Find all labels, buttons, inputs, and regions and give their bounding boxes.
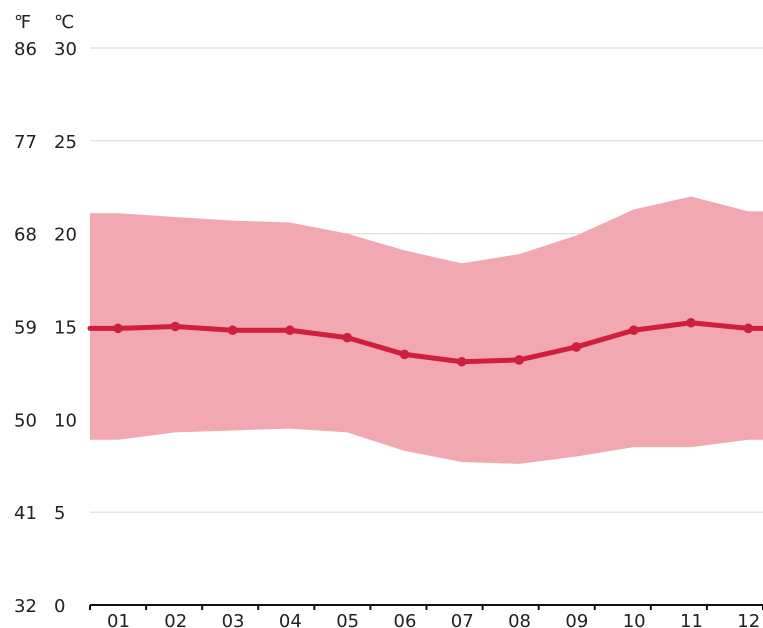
x-tick-label-05: 05 xyxy=(336,611,359,628)
y-tick-label-celsius-0: 0 xyxy=(54,596,65,617)
y-tick-label-celsius-20: 20 xyxy=(54,225,77,246)
temperature-point-09 xyxy=(571,342,582,352)
y-labels-layer: 86 30 77 25 68 20 59 15 50 10 41 5 32 0 xyxy=(14,39,77,617)
x-tick-label-12: 12 xyxy=(737,611,760,628)
y-tick-label-fahrenheit-32: 32 xyxy=(14,596,37,617)
y-tick-label-fahrenheit-86: 86 xyxy=(14,39,37,60)
y-tick-label-celsius-5: 5 xyxy=(54,503,65,524)
x-tick-label-09: 09 xyxy=(565,611,588,628)
y-tick-label-celsius-15: 15 xyxy=(54,318,77,339)
x-tick-label-11: 11 xyxy=(680,611,703,628)
axis-layer xyxy=(89,604,763,610)
temperature-point-03 xyxy=(227,325,238,336)
y-tick-label-fahrenheit-50: 50 xyxy=(14,410,37,431)
x-tick-label-03: 03 xyxy=(222,611,245,628)
fahrenheit-unit-label: ℉ xyxy=(14,12,31,33)
y-tick-label-celsius-25: 25 xyxy=(54,132,77,153)
temperature-range-layer xyxy=(90,196,763,464)
x-tick-label-02: 02 xyxy=(164,611,187,628)
y-tick-label-fahrenheit-41: 41 xyxy=(14,503,37,524)
temperature-point-04 xyxy=(285,325,295,336)
x-tick-label-07: 07 xyxy=(451,611,474,628)
temperature-point-10 xyxy=(628,325,639,336)
y-tick-label-celsius-10: 10 xyxy=(54,410,77,431)
temperature-line xyxy=(87,320,763,365)
temperature-points-layer xyxy=(113,317,754,367)
temperature-point-05 xyxy=(342,332,353,343)
y-tick-label-fahrenheit-59: 59 xyxy=(14,318,37,339)
x-tick-label-10: 10 xyxy=(623,611,646,628)
x-tick-label-01: 01 xyxy=(107,611,130,628)
temperature-line-layer xyxy=(87,320,763,365)
temperature-point-02 xyxy=(170,321,181,332)
temperature-point-07 xyxy=(457,356,467,367)
temperature-point-06 xyxy=(399,349,410,360)
temperature-range-area xyxy=(90,196,763,464)
x-tick-label-06: 06 xyxy=(394,611,417,628)
x-tick-label-08: 08 xyxy=(508,611,531,628)
y-tick-label-fahrenheit-68: 68 xyxy=(14,225,37,246)
temperature-point-11 xyxy=(686,317,696,328)
temperature-point-01 xyxy=(113,323,123,334)
temperature-point-08 xyxy=(514,355,524,365)
y-tick-label-fahrenheit-77: 77 xyxy=(14,132,37,153)
x-labels-layer: 01 02 03 04 05 06 07 08 09 10 11 12 xyxy=(107,611,760,628)
temperature-point-12 xyxy=(743,323,754,334)
celsius-unit-label: ℃ xyxy=(54,12,74,33)
x-tick-label-04: 04 xyxy=(279,611,302,628)
y-tick-label-celsius-30: 30 xyxy=(54,39,77,60)
